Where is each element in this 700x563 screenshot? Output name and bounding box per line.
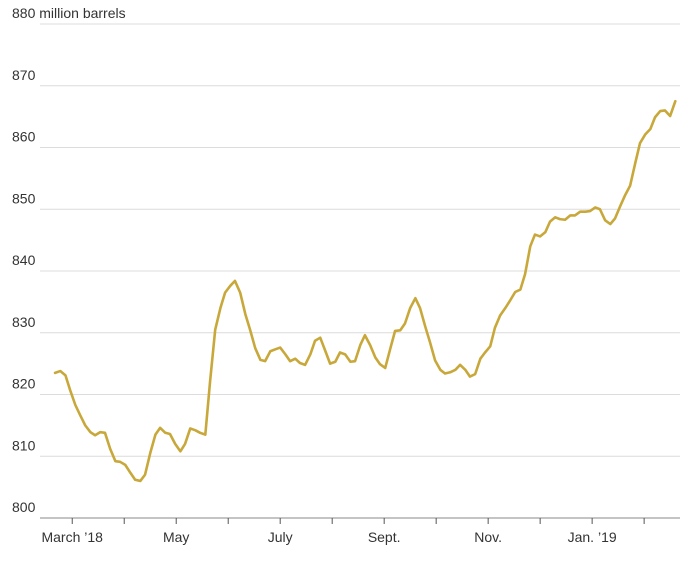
x-tick-label: July <box>268 529 293 545</box>
y-tick-label: 840 <box>12 252 36 268</box>
y-tick-label: 870 <box>12 67 36 83</box>
y-tick-label: 820 <box>12 376 36 392</box>
x-tick-label: May <box>163 529 189 545</box>
y-tick-label: 850 <box>12 190 36 206</box>
data-line <box>53 99 677 483</box>
y-tick-label: 880 million barrels <box>12 5 126 21</box>
x-tick-label: March ’18 <box>41 529 103 545</box>
x-tick-label: Jan. ’19 <box>568 529 617 545</box>
y-tick-label: 800 <box>12 499 36 515</box>
y-tick-label: 830 <box>12 314 36 330</box>
y-tick-label: 810 <box>12 437 36 453</box>
x-tick-label: Nov. <box>474 529 502 545</box>
y-tick-label: 860 <box>12 129 36 145</box>
x-tick-label: Sept. <box>368 529 401 545</box>
